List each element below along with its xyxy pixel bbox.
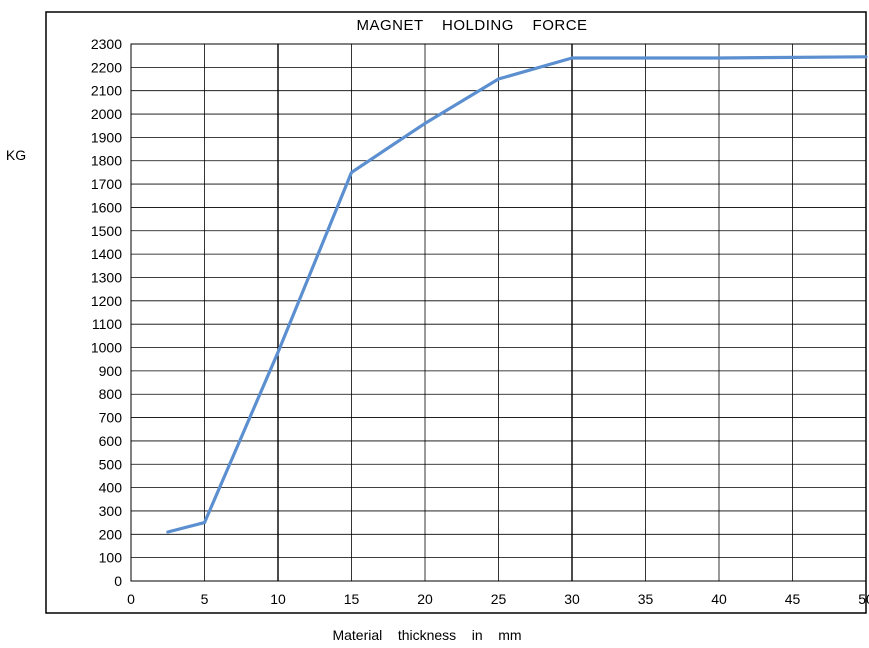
y-axis-label: KG	[6, 147, 26, 163]
x-tick-label: 35	[638, 591, 654, 607]
x-tick-label: 10	[270, 591, 286, 607]
y-tick-label: 1100	[92, 316, 122, 332]
x-tick-label: 20	[417, 591, 433, 607]
y-tick-label: 1400	[91, 246, 122, 262]
y-tick-label: 2000	[91, 106, 122, 122]
y-tick-label: 2300	[91, 36, 122, 52]
x-axis-label: Material thickness in mm	[332, 627, 521, 643]
y-tick-label: 2200	[91, 59, 122, 75]
x-tick-label: 15	[344, 591, 360, 607]
y-tick-label: 700	[99, 410, 123, 426]
y-tick-label: 200	[99, 526, 123, 542]
x-tick-label: 25	[491, 591, 507, 607]
y-tick-label: 800	[99, 386, 123, 402]
y-tick-label: 400	[99, 480, 123, 496]
y-tick-label: 1200	[91, 293, 122, 309]
y-tick-label: 0	[114, 573, 122, 589]
y-tick-label: 300	[99, 503, 123, 519]
y-tick-label: 500	[99, 456, 123, 472]
grid	[130, 43, 867, 582]
x-tick-label: 50	[858, 591, 869, 607]
x-tick-label: 30	[564, 591, 580, 607]
y-axis-ticks: 0 100 200 300 400 500 600 700 800 900 1000 1100 1200…	[91, 36, 122, 589]
y-tick-label: 100	[99, 550, 123, 566]
y-tick-label: 1600	[91, 199, 122, 215]
y-tick-label: 1800	[91, 153, 122, 169]
chart-title: MAGNET HOLDING FORCE	[356, 17, 587, 34]
series-group	[166, 55, 868, 534]
chart-frame	[45, 11, 867, 614]
y-tick-label: 900	[99, 363, 123, 379]
y-tick-label: 1700	[91, 176, 122, 192]
y-tick-label: 1300	[91, 269, 122, 285]
y-tick-label: 600	[99, 433, 123, 449]
y-tick-label: 2100	[91, 83, 122, 99]
x-tick-label: 40	[711, 591, 727, 607]
x-axis-ticks: 0 5 10 15 20 25 30 35 40 45 50	[127, 591, 869, 607]
x-tick-label: 45	[785, 591, 801, 607]
x-tick-label: 0	[127, 591, 135, 607]
y-tick-label: 1500	[91, 223, 122, 239]
series-line	[166, 55, 868, 534]
x-tick-label: 5	[201, 591, 209, 607]
y-tick-label: 1000	[91, 340, 122, 356]
y-tick-label: 1900	[91, 129, 122, 145]
